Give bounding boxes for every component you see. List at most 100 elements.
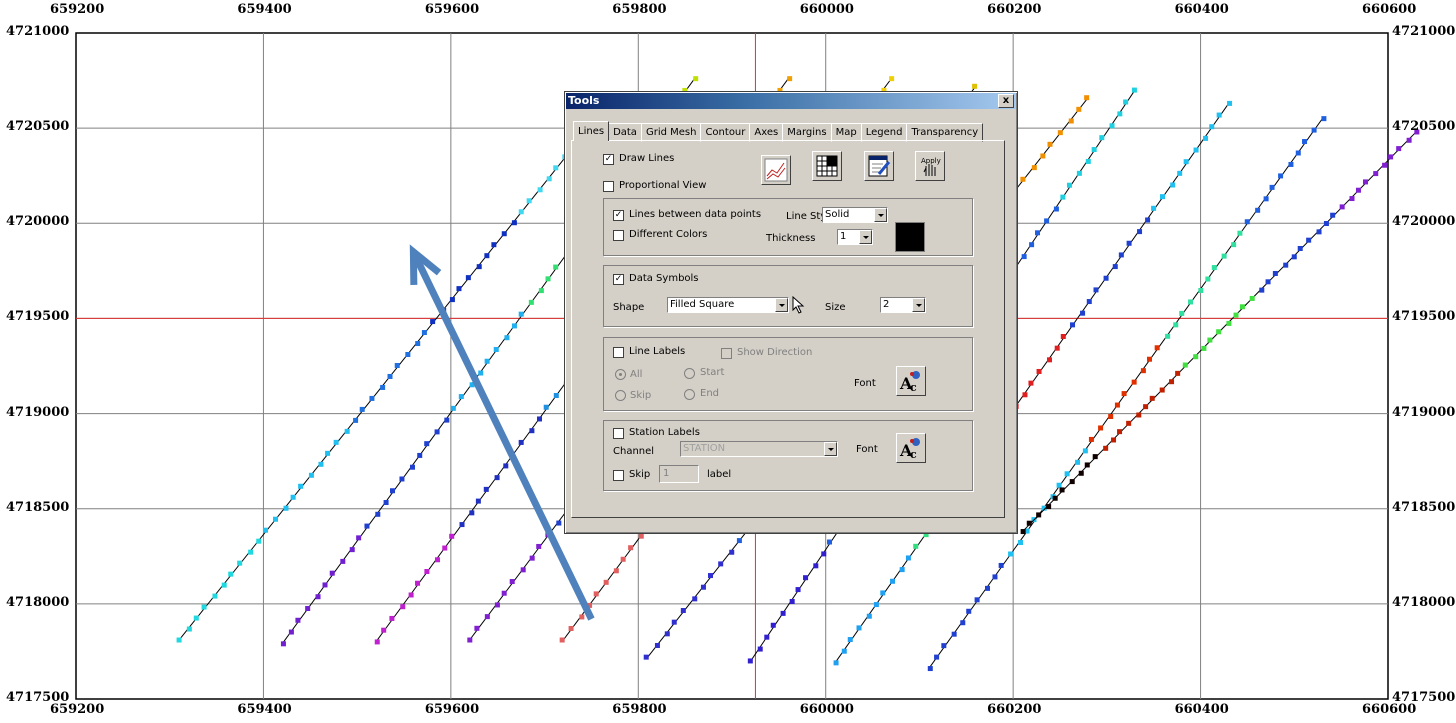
lines-between-points-checkbox[interactable]: ✓ <box>613 210 624 221</box>
radio-start[interactable] <box>684 368 695 379</box>
radio-all[interactable] <box>615 369 626 380</box>
data-symbols-checkbox[interactable]: ✓ <box>613 274 624 285</box>
channel-value: STATION <box>683 443 726 454</box>
data-symbol <box>1035 230 1041 236</box>
lines-group: ✓ Lines between data points Different Co… <box>603 198 973 256</box>
data-symbol <box>603 579 609 585</box>
data-symbol <box>1145 217 1151 223</box>
data-symbol <box>383 500 389 506</box>
skip-checkbox[interactable] <box>613 470 624 481</box>
data-symbol <box>329 570 335 576</box>
data-symbol <box>478 370 484 376</box>
proportional-view-checkbox[interactable] <box>603 181 614 192</box>
data-symbol <box>1283 262 1289 268</box>
data-symbol <box>280 641 286 647</box>
radio-end[interactable] <box>684 389 695 400</box>
data-symbol <box>1021 254 1027 260</box>
data-symbol <box>613 568 619 574</box>
data-symbol <box>273 516 279 522</box>
data-symbol <box>1263 196 1269 202</box>
thickness-dropdown-icon[interactable] <box>859 230 872 244</box>
data-symbol <box>221 582 227 588</box>
data-symbol <box>476 264 482 270</box>
svg-text:c: c <box>910 381 917 394</box>
data-symbol <box>841 648 847 654</box>
data-symbol <box>529 555 535 561</box>
data-symbol <box>1396 146 1402 152</box>
grid-table-icon[interactable] <box>812 151 842 181</box>
different-colors-checkbox[interactable] <box>613 230 624 241</box>
data-symbol <box>484 358 490 364</box>
data-symbol <box>518 311 524 317</box>
station-labels-checkbox[interactable] <box>613 428 624 439</box>
shape-dropdown-icon[interactable] <box>775 298 788 312</box>
line-labels-font-button[interactable]: A c <box>896 366 926 396</box>
line-style-dropdown-icon[interactable] <box>874 208 887 222</box>
data-symbol <box>1056 482 1062 488</box>
line-color-swatch[interactable] <box>895 222 925 252</box>
close-button[interactable]: x <box>998 94 1014 108</box>
edit-properties-icon[interactable] <box>864 151 894 181</box>
show-direction-checkbox[interactable] <box>721 348 732 359</box>
draw-lines-checkbox[interactable]: ✓ <box>603 154 614 165</box>
data-symbol <box>1052 495 1058 501</box>
shape-select[interactable]: Filled Square <box>667 297 789 313</box>
data-symbol <box>1103 445 1109 451</box>
data-symbol <box>729 549 735 555</box>
data-symbol <box>228 571 234 577</box>
data-symbol <box>1160 194 1166 200</box>
station-labels-font-button[interactable]: A c <box>896 433 926 463</box>
size-select[interactable]: 2 <box>880 297 926 313</box>
data-symbol <box>518 209 524 215</box>
data-symbol <box>1117 111 1123 117</box>
data-symbol <box>1175 370 1181 376</box>
thickness-select[interactable]: 1 <box>837 229 873 245</box>
channel-dropdown-icon[interactable] <box>824 442 837 456</box>
mouse-cursor-icon <box>792 296 805 314</box>
tab-lines[interactable]: Lines <box>573 121 610 141</box>
data-symbol <box>1269 184 1275 190</box>
data-symbol <box>409 464 415 470</box>
data-symbol <box>1126 240 1132 246</box>
show-direction-label: Show Direction <box>737 347 813 358</box>
data-symbol <box>1046 357 1052 363</box>
data-symbol <box>417 452 423 458</box>
lines-tab-page: ✓ Draw Lines Proportional View Apply <box>571 140 1005 518</box>
data-symbol <box>1069 479 1075 485</box>
channel-select[interactable]: STATION <box>680 441 838 457</box>
apply-icon[interactable]: Apply <box>915 151 945 181</box>
x-tick-label-bottom: 660200 <box>987 702 1042 717</box>
data-symbol <box>1060 334 1066 340</box>
data-symbol <box>389 615 395 621</box>
data-symbol <box>553 392 559 398</box>
data-symbol <box>1349 196 1355 202</box>
chart-lines-icon[interactable] <box>761 155 791 185</box>
data-symbol <box>1084 462 1090 468</box>
data-symbol <box>494 602 500 608</box>
x-tick-label-top: 660600 <box>1362 2 1417 17</box>
line-style-select[interactable]: Solid <box>822 207 888 223</box>
data-symbol <box>349 547 355 553</box>
tab-transparency[interactable]: Transparency <box>906 123 984 142</box>
radio-end-label: End <box>700 388 720 399</box>
data-symbol <box>494 475 500 481</box>
data-symbol <box>1259 287 1265 293</box>
data-symbol <box>787 76 793 82</box>
data-symbol <box>475 498 481 504</box>
different-colors-label: Different Colors <box>629 229 708 240</box>
data-symbol <box>1255 207 1261 213</box>
skip-count-input[interactable]: 1 <box>659 465 699 483</box>
data-symbol <box>1114 402 1120 408</box>
size-dropdown-icon[interactable] <box>912 298 925 312</box>
y-tick-label-right: 4717500 <box>1392 690 1456 705</box>
data-symbol <box>671 619 677 625</box>
dialog-titlebar[interactable]: Tools x <box>566 93 1016 109</box>
apply-icon-text: Apply <box>921 157 941 165</box>
data-symbol <box>1216 329 1222 335</box>
data-symbols-group: ✓ Data Symbols Shape Filled Square Size … <box>603 265 973 327</box>
data-symbol <box>654 642 660 648</box>
data-symbol <box>1227 100 1233 106</box>
data-symbol <box>529 428 535 434</box>
radio-skip[interactable] <box>615 390 626 401</box>
line-labels-checkbox[interactable] <box>613 347 624 358</box>
